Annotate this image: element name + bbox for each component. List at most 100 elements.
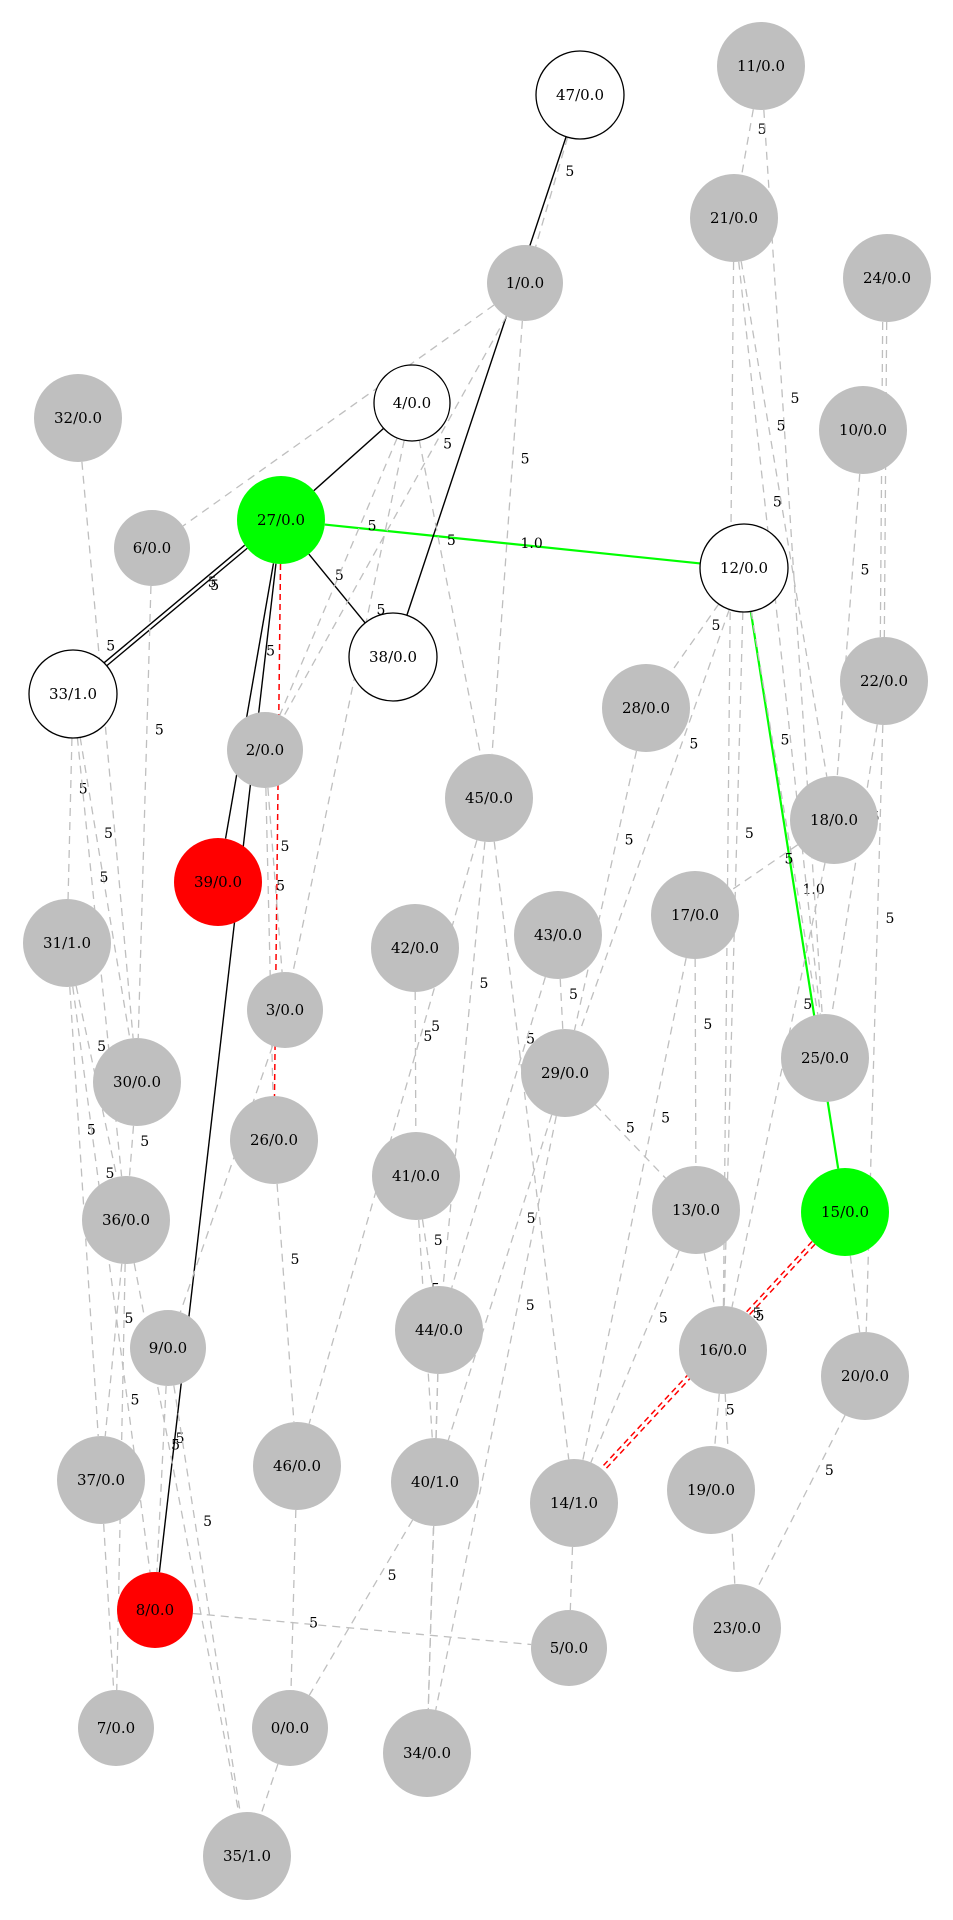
node-25: 25/0.0 [781, 1014, 869, 1102]
edge-line [103, 544, 246, 664]
edge-line [741, 109, 754, 175]
edge-label: 5 [661, 1111, 670, 1127]
node-27: 27/0.0 [237, 476, 325, 564]
node-label: 46/0.0 [273, 1457, 321, 1475]
edge-line [414, 991, 417, 1133]
node-label: 27/0.0 [257, 511, 305, 529]
node-22: 22/0.0 [840, 637, 928, 725]
node-label: 17/0.0 [671, 906, 719, 924]
edge-label: 5 [431, 1019, 440, 1035]
edge-label: 5 [208, 575, 217, 591]
edge-17-13: 5 [694, 958, 712, 1167]
node-36: 36/0.0 [82, 1176, 170, 1264]
edge-4-45: 5 [418, 440, 482, 755]
node-label: 4/0.0 [393, 394, 431, 412]
edge-1-2: 5 [282, 315, 508, 718]
edge-30-36: 5 [128, 1125, 149, 1177]
edge-45-14: 5 [493, 841, 570, 1460]
edge-27-39: 5 [224, 563, 275, 839]
edge-line [569, 1546, 574, 1611]
edge-9-35: 5 [173, 1385, 241, 1813]
edge-label: 5 [689, 737, 698, 753]
edge-label: 5 [625, 832, 634, 848]
edge-label: 5 [276, 879, 285, 895]
edge-10-18: 5 [836, 473, 869, 777]
node-circle [227, 712, 303, 788]
node-label: 40/1.0 [411, 1473, 459, 1491]
edge-label: 5 [124, 1311, 133, 1327]
edge-line [427, 1525, 435, 1710]
edge-line [103, 1523, 115, 1691]
edge-label: 5 [777, 418, 786, 434]
edge-18-17: 5 [730, 844, 799, 891]
edge-label: 5 [521, 452, 530, 468]
edge-33-30: 5 [79, 737, 131, 1039]
node-circle [514, 891, 602, 979]
edge-27-4 [313, 427, 385, 492]
node-circle [395, 1286, 483, 1374]
edge-label: 5 [106, 638, 115, 654]
edge-label: 5 [773, 495, 782, 511]
node-10: 10/0.0 [819, 386, 907, 474]
node-44: 44/0.0 [395, 1286, 483, 1374]
edge-label: 5 [569, 987, 578, 1003]
edge-label: 5 [423, 1029, 432, 1045]
node-label: 32/0.0 [54, 409, 102, 427]
edge-line [418, 440, 482, 755]
node-circle [840, 637, 928, 725]
edge-line [451, 976, 546, 1289]
edge-41-44: 5 [421, 1219, 443, 1287]
edge-33-31: 5 [67, 737, 88, 900]
node-circle [843, 234, 931, 322]
edge-label: 5 [309, 1615, 318, 1631]
edge-label: 5 [565, 164, 574, 180]
node-label: 2/0.0 [246, 741, 284, 759]
edge-label: 5 [104, 826, 113, 842]
edge-line [831, 724, 878, 1015]
node-8: 8/0.0 [117, 1572, 193, 1648]
edge-label: 5 [526, 1298, 535, 1314]
node-38: 38/0.0 [348, 612, 438, 702]
edge-12-28: 5 [670, 603, 720, 673]
node-label: 19/0.0 [687, 1481, 735, 1499]
edge-line [313, 427, 385, 492]
node-circle [602, 664, 690, 752]
node-label: 8/0.0 [136, 1601, 174, 1619]
node-circle [372, 1132, 460, 1220]
edge-label: 5 [335, 568, 344, 584]
node-14: 14/1.0 [530, 1459, 618, 1547]
node-circle [93, 1038, 181, 1126]
edge-line [714, 1393, 720, 1447]
edge-line [535, 137, 569, 247]
edge-label: 5 [803, 997, 812, 1013]
edge-line [559, 978, 564, 1030]
edge-9-8: 5 [156, 1385, 180, 1573]
edge-29-13: 5 [594, 1104, 667, 1179]
node-label: 9/0.0 [149, 1339, 187, 1357]
edge-line [442, 841, 486, 1287]
edge-18-16: 5 [731, 862, 826, 1308]
edge-11-25: 5 [763, 109, 823, 1015]
edge-16-23 [724, 1393, 736, 1585]
edge-24-22: 5 [879, 321, 899, 637]
edge-37-7 [103, 1523, 115, 1691]
node-30: 30/0.0 [93, 1038, 181, 1126]
node-41: 41/0.0 [372, 1132, 460, 1220]
node-label: 18/0.0 [810, 811, 858, 829]
node-43: 43/0.0 [514, 891, 602, 979]
edge-line [292, 440, 405, 973]
edge-line [79, 737, 131, 1039]
node-label: 43/0.0 [534, 926, 582, 944]
edge-line [137, 585, 152, 1039]
node-17: 17/0.0 [651, 871, 739, 959]
node-label: 31/1.0 [43, 934, 91, 952]
edge-0-35 [260, 1763, 279, 1815]
node-label: 22/0.0 [860, 672, 908, 690]
edge-13-14: 5 [590, 1250, 680, 1463]
edge-label: 5 [703, 1017, 712, 1033]
edge-line [731, 862, 826, 1308]
edge-label: 1.0 [521, 536, 543, 552]
node-circle [445, 754, 533, 842]
node-2: 2/0.0 [227, 712, 303, 788]
edge-label: 5 [176, 1431, 185, 1447]
